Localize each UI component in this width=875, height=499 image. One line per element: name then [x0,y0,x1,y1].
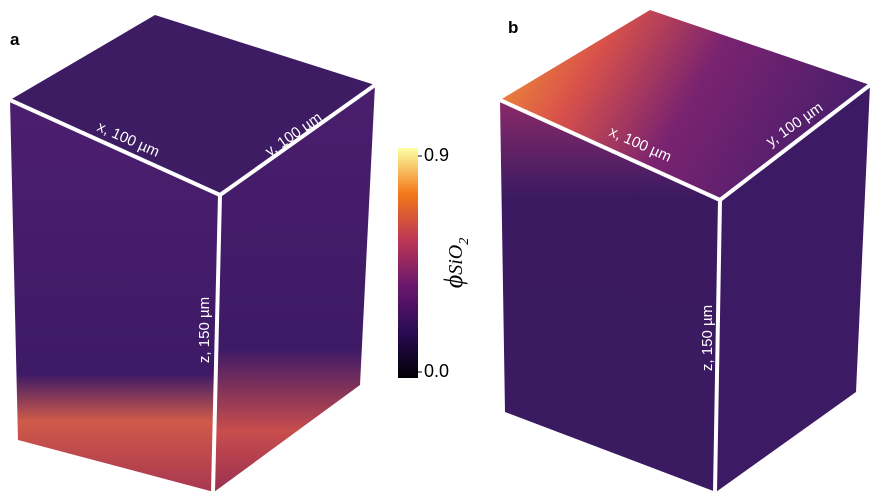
panel-letter: b [508,18,518,37]
figure: a x, 100 µm y, 100 µm z, 150 µm b x, 100… [0,0,875,499]
tick-label: 0.0 [424,361,449,381]
panel-letter: a [10,30,20,49]
axis-label: z, 150 µm [196,297,213,363]
panel-b: b x, 100 µm y, 100 µm z, 150 µm [500,10,870,492]
axis-label: z, 150 µm [699,305,716,371]
colorbar: ϕSiO2 0.9 0.0 [398,145,472,381]
tick-label: 0.9 [424,145,449,165]
colorbar-label: ϕSiO2 [439,238,472,288]
subscript-index: 2 [457,238,472,245]
colorbar-gradient [398,148,418,378]
subscript: SiO [445,245,467,275]
panel-a: a x, 100 µm y, 100 µm z, 150 µm [10,15,375,492]
symbol: ϕ [439,275,468,288]
